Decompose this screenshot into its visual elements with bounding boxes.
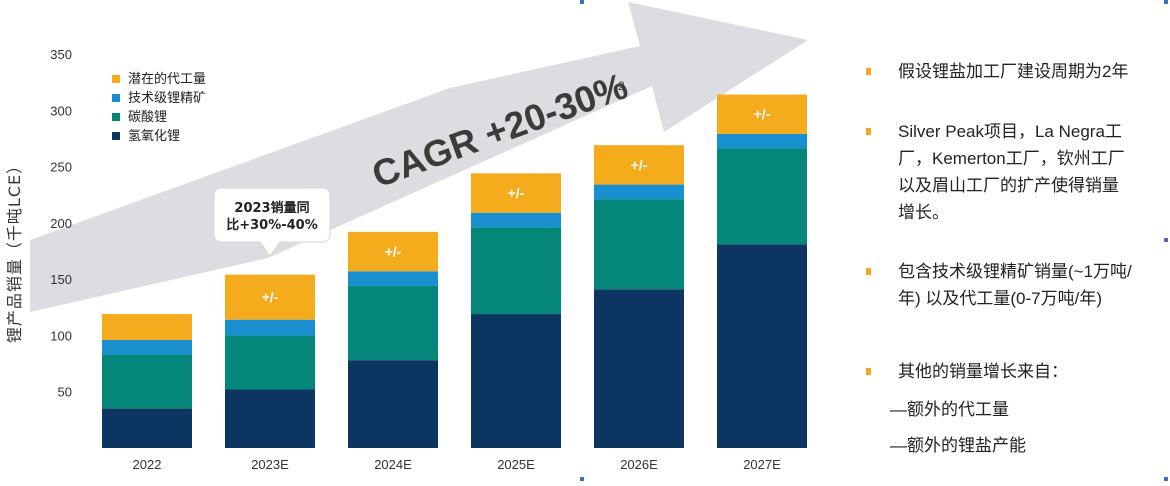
frame-handle [1164,0,1168,4]
note-text: 包含技术级锂精矿销量(~1万吨/年) 以及代工量(0-7万吨/年) [866,258,1156,312]
note-text: —额外的代工量 [890,396,1009,423]
y-axis: 50 100 150 200 250 300 350 [50,47,72,400]
frame-handle [580,477,584,481]
bar-segment [225,389,315,448]
legend-label: 潜在的代工量 [128,71,206,87]
note-line: —额外的锂盐产能 [890,436,1026,455]
x-tick-label: 2027E [743,457,781,472]
bar-segment [102,314,192,340]
x-tick-label: 2022 [133,457,162,472]
callout-line: 比+30%-40% [226,217,318,233]
note-line: 假设锂盐加工厂建设周期为2年 [898,62,1129,81]
bar-segment [717,148,807,245]
note-line: 年) 以及代工量(0-7万吨/年) [898,289,1102,308]
bar-segment [717,94,807,134]
bar-segment [471,227,561,315]
y-tick-label: 150 [50,272,72,287]
bar-label: +/- [385,244,402,260]
note-bullet: 其他的销量增长来自： [866,358,1156,385]
y-axis-title: 锂产品销量（千吨LCE） [5,157,24,343]
bar-segment [348,360,438,448]
legend-label: 碳酸锂 [128,110,167,125]
note-subitem: —额外的锂盐产能 [890,432,1026,459]
note-line: —额外的代工量 [890,400,1009,419]
note-line: 增长。 [898,203,949,222]
bar-segment [717,133,807,149]
bar-segment [471,314,561,448]
bar-label: +/- [262,289,279,305]
bars [102,94,807,448]
y-tick-label: 200 [50,216,72,231]
legend-swatch [112,132,120,140]
bar-labels: +/- +/- +/- +/- +/- [262,106,771,305]
legend-swatch [112,94,120,102]
bar-segment [102,339,192,355]
bar-segment [717,244,807,448]
callout-line: 2023销量同 [234,200,309,216]
legend-label: 技术级锂精矿 [128,91,206,106]
bar-segment [102,408,192,448]
bar-segment [594,184,684,200]
bar-segment [594,289,684,448]
bar-label: +/- [631,157,648,173]
frame-handle [580,0,584,4]
note-line: Silver Peak项目，La Negra工 [898,122,1122,141]
bullet-marker [866,368,871,375]
note-text: 其他的销量增长来自： [866,358,1156,385]
note-line: 包含技术级锂精矿销量(~1万吨/ [898,262,1132,281]
note-line: 其他的销量增长来自： [898,362,1068,381]
bar-segment [348,271,438,286]
y-tick-label: 100 [50,328,72,343]
bar-segment [471,173,561,213]
frame-handle [1164,238,1168,242]
note-line: 厂，Kemerton工厂，钦州工厂 [898,149,1125,168]
legend-swatch [112,113,120,121]
y-tick-label: 250 [50,160,72,175]
note-text: —额外的锂盐产能 [890,432,1026,459]
bullet-marker [866,128,871,135]
note-line: 以及眉山工厂的扩产使得销量 [898,176,1119,195]
bar-segment [102,354,192,409]
x-tick-label: 2023E [251,457,289,472]
bullet-marker [866,68,871,75]
bar-segment [348,231,438,272]
notes-panel: 假设锂盐加工厂建设周期为2年 Silver Peak项目，La Negra工 厂，K… [830,0,1170,481]
note-text: 假设锂盐加工厂建设周期为2年 [866,58,1156,85]
frame-handle [1164,477,1168,481]
note-text: Silver Peak项目，La Negra工 厂，Kemerton工厂，钦州工厂… [866,118,1156,226]
bar-segment [348,285,438,361]
y-axis-title-wrap: 锂产品销量（千吨LCE） [4,0,34,481]
y-tick-label: 350 [50,47,72,62]
legend-swatch [112,75,120,83]
y-tick-label: 50 [58,385,72,400]
bar-segment [471,212,561,228]
x-tick-label: 2024E [374,457,412,472]
bar-segment [225,319,315,336]
bar-segment [594,145,684,185]
bullet-marker [866,268,871,275]
note-subitem: —额外的代工量 [890,396,1009,423]
x-tick-label: 2025E [497,457,535,472]
callout-bubble [213,187,331,257]
cagr-superscript: 2 [618,79,625,93]
x-axis: 2022 2023E 2024E 2025E 2026E 2027E [133,457,782,472]
bar-segment [225,274,315,320]
x-tick-label: 2026E [620,457,658,472]
legend-label: 氢氧化锂 [128,129,180,144]
note-bullet: 假设锂盐加工厂建设周期为2年 [866,58,1156,85]
bar-segment [225,335,315,390]
bar-label: +/- [754,106,771,122]
y-tick-label: 300 [50,103,72,118]
bar-label: +/- [508,185,525,201]
note-bullet: Silver Peak项目，La Negra工 厂，Kemerton工厂，钦州工厂… [866,118,1156,226]
bar-segment [594,199,684,290]
note-bullet: 包含技术级锂精矿销量(~1万吨/年) 以及代工量(0-7万吨/年) [866,258,1156,312]
